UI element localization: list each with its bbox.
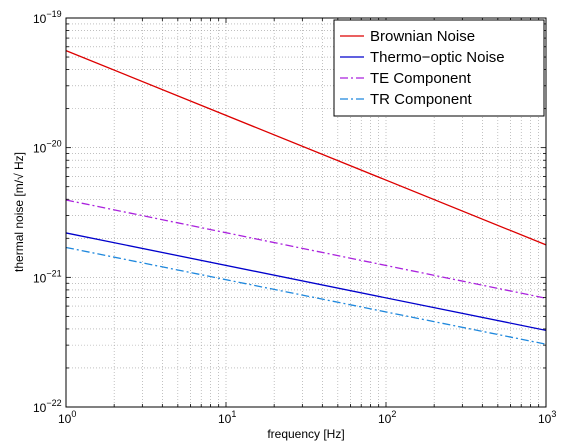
x-tick-label: 103 [538, 409, 556, 426]
legend: Brownian Noise Thermo−optic Noise TE Compo… [333, 19, 545, 117]
series-line-3 [65, 246, 547, 345]
x-tick-label: 101 [218, 409, 236, 426]
y-tick-label: 10−21 [33, 268, 62, 285]
y-tick-label: 10−19 [33, 9, 62, 26]
legend-box [333, 19, 545, 117]
x-axis-label: frequency [Hz] [267, 427, 344, 441]
series-line-2 [65, 199, 547, 299]
y-tick-label: 10−22 [33, 398, 62, 415]
y-axis-label: thermal noise [m/√ Hz] [12, 152, 26, 272]
tick-labels: 100 101 102 103 10−22 10−21 10−20 10−19 [33, 9, 556, 426]
legend-label-0: Brownian Noise [370, 28, 475, 45]
legend-label-3: TR Component [370, 91, 473, 108]
y-tick-label: 10−20 [33, 139, 62, 156]
tick-marks [65, 18, 546, 408]
legend-label-2: TE Component [370, 70, 472, 87]
grid [66, 18, 546, 407]
series-line-0 [65, 50, 547, 246]
plot-frame [65, 17, 547, 408]
x-tick-label: 100 [58, 409, 76, 426]
series-layer [65, 50, 547, 345]
series-line-1 [65, 232, 547, 331]
x-tick-label: 102 [378, 409, 396, 426]
legend-label-1: Thermo−optic Noise [370, 49, 505, 66]
